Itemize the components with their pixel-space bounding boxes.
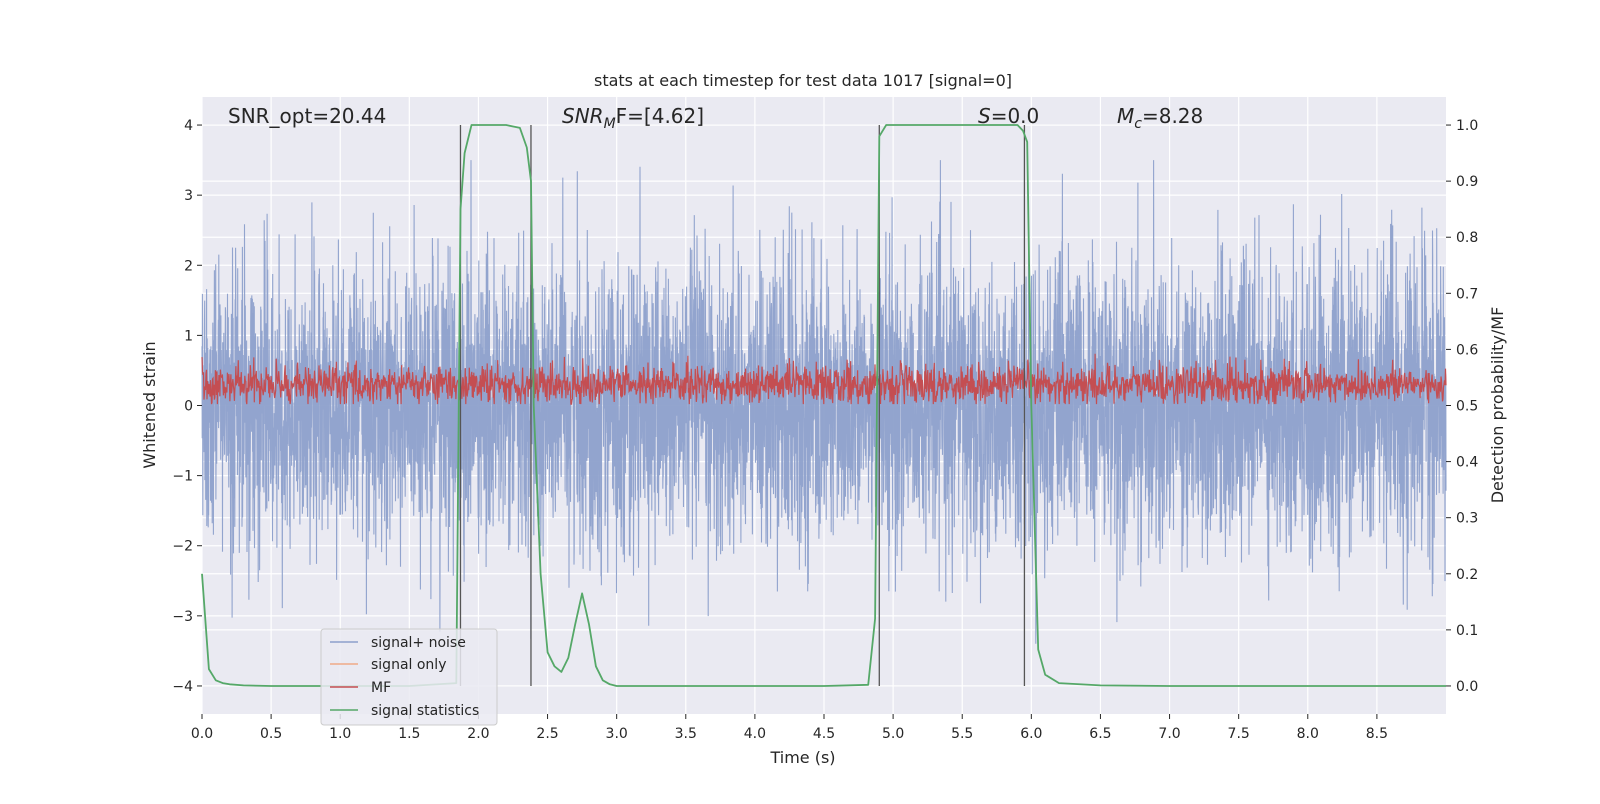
y-tick-label: 0	[184, 399, 193, 415]
x-tick-label: 8.5	[1366, 726, 1388, 742]
y2-tick-label: 0.2	[1456, 567, 1478, 583]
y-tick-label: 2	[184, 258, 193, 274]
x-tick-label: 2.5	[536, 726, 558, 742]
legend-label-mf: MF	[371, 680, 391, 696]
annotation-s-rest: =0.0	[991, 104, 1040, 128]
y2-tick-label: 0.0	[1456, 679, 1478, 695]
x-tick-label: 0.0	[191, 726, 213, 742]
right-axis-ticks: 0.0 0.1 0.2 0.3 0.4 0.5 0.6 0.7 0.8 0.9 1.0	[1446, 118, 1478, 695]
legend-label-signal-only: signal only	[371, 657, 446, 673]
y2-axis-label: Detection probability/MF	[1488, 307, 1507, 504]
y2-tick-label: 0.3	[1456, 511, 1478, 527]
y2-tick-label: 0.4	[1456, 455, 1478, 471]
legend: signal+ noise signal only MF signal stat…	[320, 628, 498, 726]
x-tick-label: 3.5	[675, 726, 697, 742]
x-tick-label: 1.0	[329, 726, 351, 742]
annotation-snr-mf-sub: M	[604, 116, 616, 132]
y2-tick-label: 0.1	[1456, 623, 1478, 639]
y2-tick-label: 0.5	[1456, 399, 1478, 415]
left-axis-ticks: −4 −3 −2 −1 0 1 2 3 4	[172, 118, 202, 695]
y2-tick-label: 0.9	[1456, 174, 1478, 190]
y-tick-label: −2	[172, 539, 193, 555]
series-signal-noise	[201, 160, 1447, 644]
annotation-mc-sub: c	[1134, 116, 1142, 132]
y2-tick-label: 1.0	[1456, 118, 1478, 134]
chart-title: stats at each timestep for test data 101…	[594, 71, 1012, 90]
annotation-snr-mf-main: SNR	[562, 104, 604, 128]
x-tick-label: 3.0	[606, 726, 628, 742]
x-tick-label: 0.5	[260, 726, 282, 742]
x-tick-label: 6.5	[1089, 726, 1111, 742]
annotation-snr-mf-rest: F=[4.62]	[616, 104, 704, 128]
line-signal-noise	[201, 160, 1447, 644]
y-tick-label: −1	[172, 469, 193, 485]
annotation-snr-mf: SNRMF=[4.62]	[562, 104, 704, 132]
annotation-s-main: S	[978, 104, 991, 128]
y-axis-label: Whitened strain	[140, 341, 159, 468]
legend-box	[320, 628, 498, 726]
x-tick-label: 8.0	[1297, 726, 1319, 742]
x-tick-label: 4.0	[744, 726, 766, 742]
y-tick-label: 1	[184, 328, 193, 344]
x-tick-label: 7.0	[1158, 726, 1180, 742]
y-tick-label: 3	[184, 188, 193, 204]
series-mf	[201, 353, 1447, 405]
x-tick-label: 5.0	[882, 726, 904, 742]
annotation-mc-rest: =8.28	[1142, 104, 1203, 128]
y-tick-label: 4	[184, 118, 193, 134]
annotation-mc-main: M	[1117, 104, 1134, 128]
legend-label-signal-noise: signal+ noise	[371, 635, 466, 651]
x-tick-label: 4.5	[813, 726, 835, 742]
legend-label-signal-statistics: signal statistics	[371, 703, 479, 719]
x-tick-label: 5.5	[951, 726, 973, 742]
annotation-s: S=0.0	[978, 104, 1039, 128]
line-mf	[201, 353, 1447, 405]
y2-tick-label: 0.8	[1456, 230, 1478, 246]
x-tick-label: 2.0	[467, 726, 489, 742]
x-axis-label: Time (s)	[769, 748, 835, 767]
y-tick-label: −4	[172, 679, 193, 695]
annotation-snr-opt: SNR_opt=20.44	[228, 104, 386, 128]
x-tick-label: 7.5	[1228, 726, 1250, 742]
x-tick-label: 6.0	[1020, 726, 1042, 742]
x-tick-label: 1.5	[398, 726, 420, 742]
x-axis-ticks: 0.0 0.5 1.0 1.5 2.0 2.5 3.0 3.5 4.0 4.5 5.0 5.5 6.0 6…	[191, 714, 1388, 742]
annotation-mc: Mc=8.28	[1117, 104, 1203, 132]
y2-tick-label: 0.6	[1456, 342, 1478, 358]
y-tick-label: −3	[172, 609, 193, 625]
y2-tick-label: 0.7	[1456, 286, 1478, 302]
